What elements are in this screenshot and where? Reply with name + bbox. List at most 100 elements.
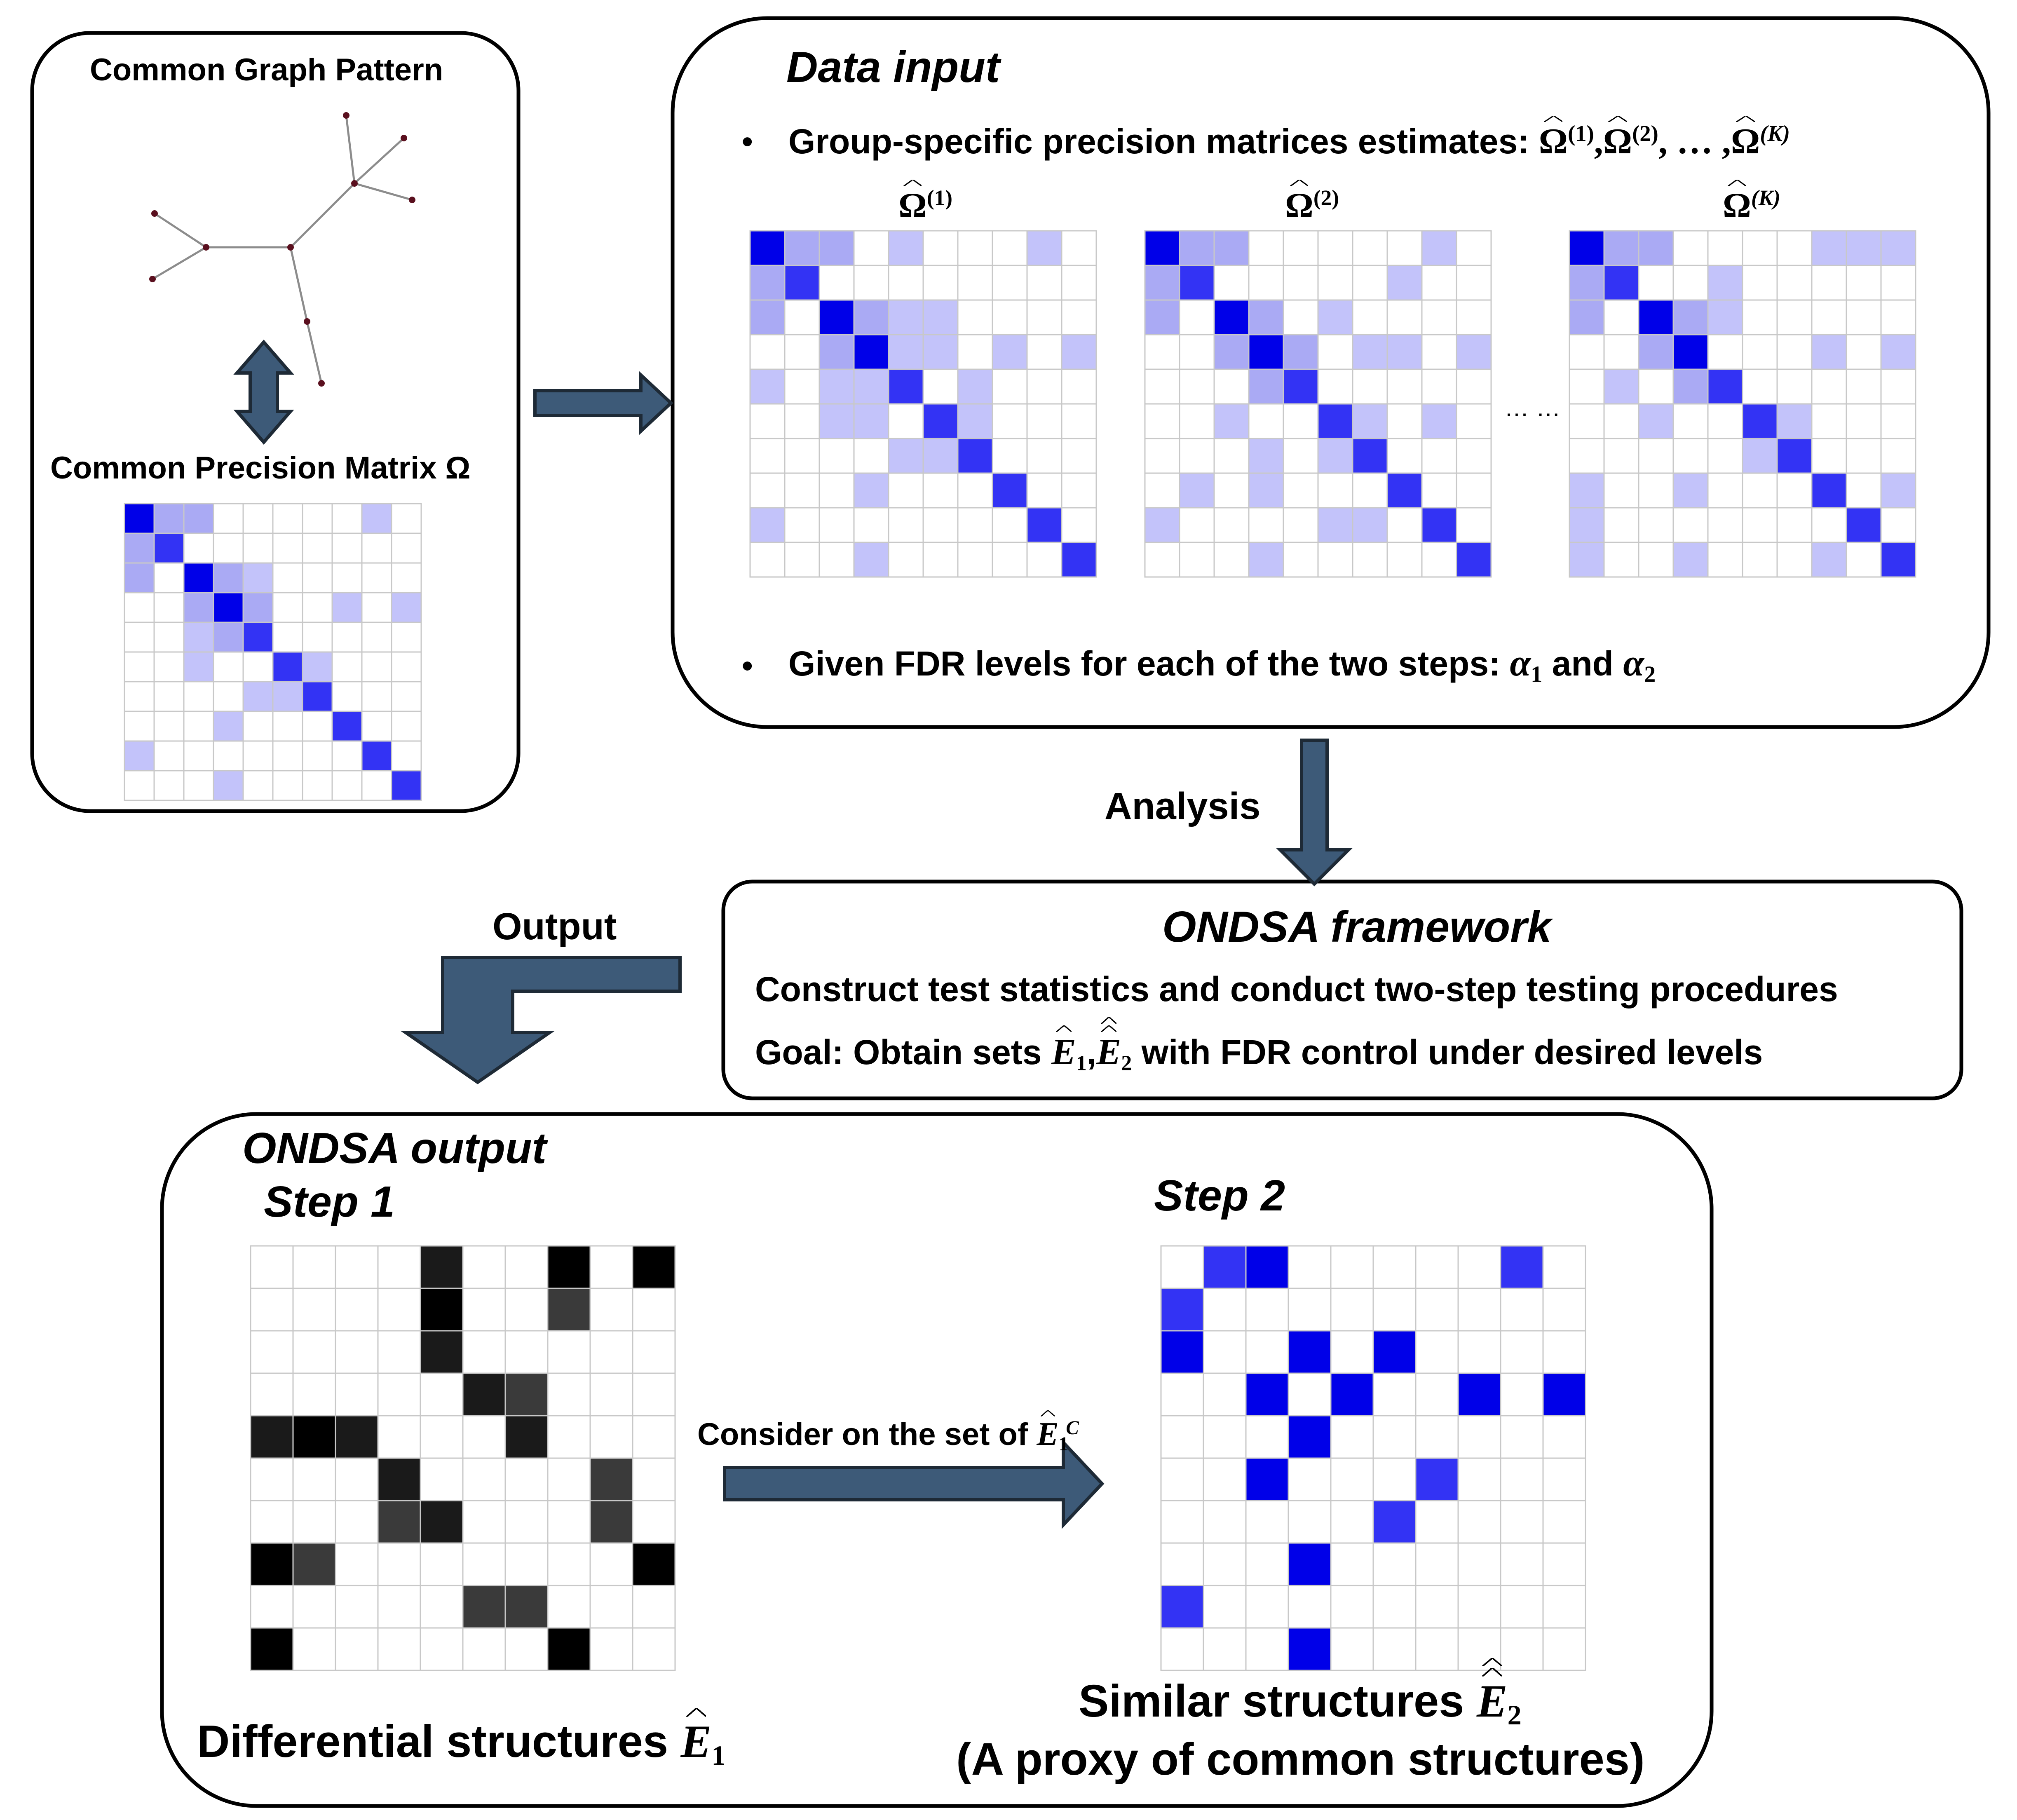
bullet-2-line: Given FDR levels for each of the two ste… [788, 642, 1656, 687]
panel-data-input-box [671, 16, 1991, 729]
step1-border [250, 1245, 676, 1671]
step2-cell [1415, 1245, 1459, 1289]
common-matrix-cell [242, 532, 274, 564]
omega-k-cell [1776, 542, 1813, 578]
common-graph [149, 112, 415, 387]
step1-cell [292, 1500, 336, 1544]
common-matrix-cell [242, 681, 274, 712]
step2-cell [1288, 1627, 1332, 1671]
step2-label: Step 2 [1154, 1171, 1285, 1220]
common-matrix-cell [272, 622, 303, 653]
step1-cell [504, 1245, 549, 1289]
step1-cell [504, 1585, 549, 1629]
step1-cell [292, 1372, 336, 1417]
consider-label: Consider on the set of E1C [697, 1410, 1079, 1455]
step1-cell [547, 1627, 591, 1671]
step1-cell [504, 1415, 549, 1459]
arrow-output [400, 956, 682, 1084]
step1-cell [462, 1288, 506, 1332]
omega-2-cell [1456, 542, 1492, 578]
omega-k-cell [1638, 472, 1674, 509]
common-matrix-cell [213, 711, 244, 742]
step2-cell [1203, 1542, 1247, 1586]
omega-1-border [749, 230, 1097, 578]
common-matrix-cell [361, 740, 392, 772]
step2-cell [1372, 1330, 1417, 1374]
omega-2-cell [1421, 403, 1457, 439]
step1-cell [377, 1415, 421, 1459]
step2-cell [1372, 1585, 1417, 1629]
arrow-analysis [1276, 739, 1353, 887]
common-matrix-cell [272, 770, 303, 801]
step2-border [1160, 1245, 1586, 1671]
omega-2-cell [1456, 299, 1492, 335]
omega-k-cell [1846, 299, 1882, 335]
common-matrix-cell [391, 651, 422, 682]
omega-k-cell [1672, 438, 1709, 474]
step2-cell [1542, 1330, 1586, 1374]
omega-k-cell [1603, 472, 1639, 509]
omega-1-cell [784, 472, 820, 509]
common-matrix-cell [272, 681, 303, 712]
omega-1-cell [784, 265, 820, 301]
output-label: Output [493, 905, 617, 948]
common-matrix-cell [302, 711, 333, 742]
step2-cell [1500, 1288, 1544, 1332]
omega-k-cell [1846, 438, 1882, 474]
step2-cell [1457, 1245, 1501, 1289]
omega-k-cell [1672, 299, 1709, 335]
omega-k-cell [1569, 265, 1605, 301]
step2-cell [1160, 1415, 1204, 1459]
omega-1-cell [749, 368, 786, 405]
omega-2-cell [1352, 542, 1388, 578]
step2-cell [1372, 1500, 1417, 1544]
graph-node [149, 276, 156, 282]
omega-1-cell [957, 472, 993, 509]
step1-cell [250, 1585, 294, 1629]
omega-1-cell [922, 299, 959, 335]
bullet-2-text: Given FDR levels for each of the two ste… [788, 644, 1501, 683]
omega-k-cell [1742, 403, 1778, 439]
common-matrix-cell [213, 740, 244, 772]
omega-1-cell [957, 368, 993, 405]
step1-cell [547, 1500, 591, 1544]
step1-cell [589, 1330, 633, 1374]
omega-1-cell [922, 334, 959, 370]
panel-output-box [160, 1112, 1714, 1808]
omega-list: Ω(1),Ω(2), … ,Ω(K) [1539, 115, 1790, 162]
omega-k-cell [1776, 368, 1813, 405]
common-matrix-cell [361, 503, 392, 534]
omega-1-cell [992, 265, 1028, 301]
omega-1-cell [1061, 230, 1097, 266]
step1-cell [504, 1372, 549, 1417]
step2-cell [1500, 1457, 1544, 1501]
step2-cell [1330, 1500, 1374, 1544]
step2-cell [1160, 1288, 1204, 1332]
step1-cell [250, 1372, 294, 1417]
common-matrix-cell [183, 770, 214, 801]
omega-k-cell [1672, 265, 1709, 301]
caption-differential: Differential structures E1 [197, 1708, 726, 1771]
step2-cell [1203, 1627, 1247, 1671]
step2-cell [1288, 1288, 1332, 1332]
step2-cell [1415, 1627, 1459, 1671]
graph-edge [354, 182, 413, 201]
step1-cell [377, 1627, 421, 1671]
omega-k-cell [1638, 403, 1674, 439]
omega-2-cell [1421, 542, 1457, 578]
common-precision-matrix [124, 503, 422, 801]
omega-k-cell [1672, 334, 1709, 370]
bullet-char-2: • [742, 648, 753, 683]
step2-cell [1203, 1500, 1247, 1544]
omega-1-cell [819, 472, 855, 509]
step1-cell [589, 1415, 633, 1459]
step1-cell [632, 1585, 676, 1629]
omega-1-cell [922, 507, 959, 543]
omega-2-cell [1386, 438, 1423, 474]
omega-k-cell [1603, 265, 1639, 301]
omega-2-cell [1421, 472, 1457, 509]
omega-1-cell [819, 507, 855, 543]
omega-1-cell [1026, 230, 1062, 266]
omega-1-cell [922, 472, 959, 509]
